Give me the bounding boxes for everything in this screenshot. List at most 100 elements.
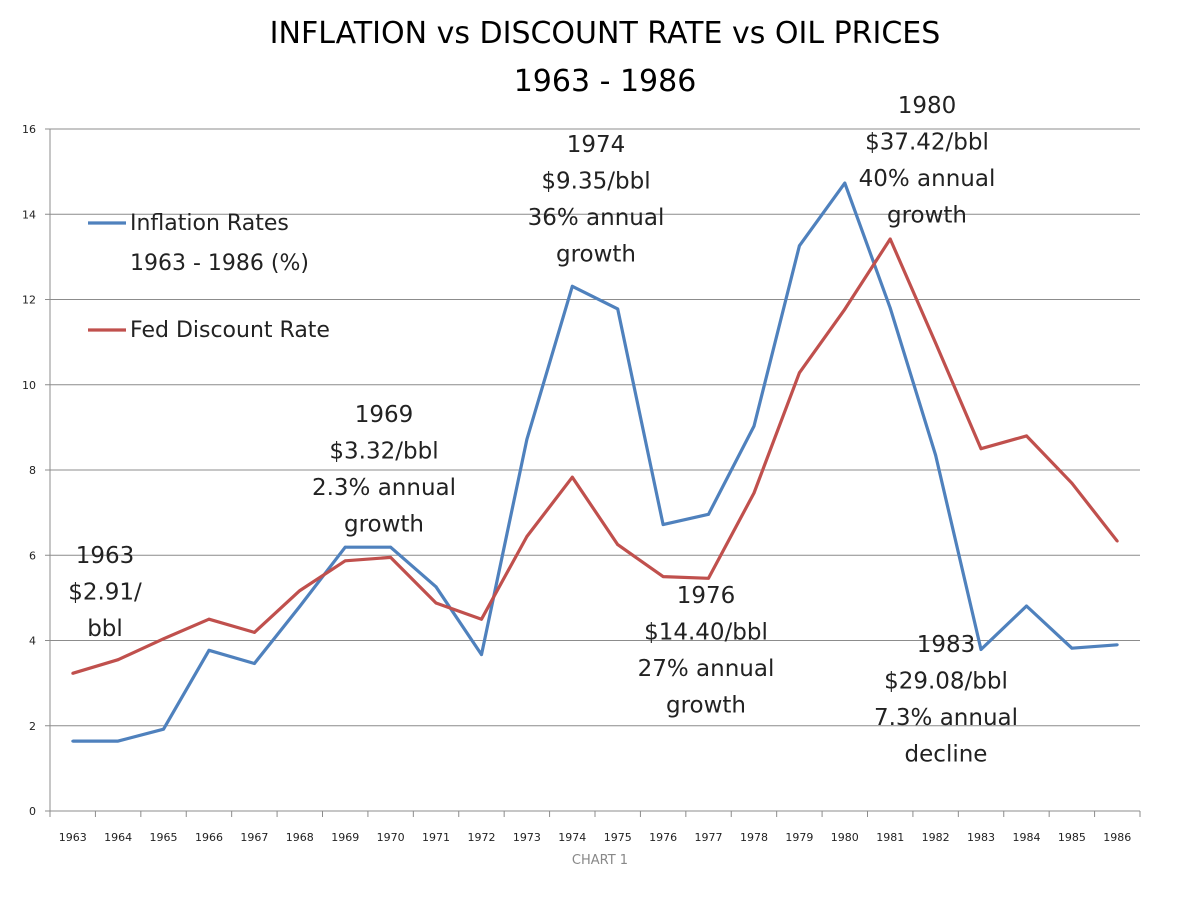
inflation-point-1981 (888, 306, 892, 310)
y-tick-label: 2 (29, 720, 36, 733)
x-tick-label: 1964 (104, 831, 132, 844)
discount-rate-point-1983 (979, 447, 983, 451)
annotation-1980-line: growth (887, 203, 967, 229)
inflation-point-1973 (525, 437, 529, 441)
x-tick-label: 1970 (377, 831, 405, 844)
inflation-point-1983 (979, 648, 983, 651)
y-axis-ticks: 0 2 4 6 8 10 12 14 16 (22, 123, 36, 818)
annotation-1976-line: growth (666, 693, 746, 719)
annotation-1974-line: growth (556, 242, 636, 268)
annotations: 1963 $2.91/bbl 1969 $3.32/bbl 2.3% annual gro… (68, 93, 1018, 768)
annotation-1974-line: 1974 (567, 132, 626, 158)
discount-rate-point-1977 (707, 576, 710, 580)
x-tick-label: 1986 (1103, 831, 1131, 844)
inflation-point-1974 (570, 284, 574, 288)
x-tick-label: 1974 (558, 831, 586, 844)
discount-rate-point-1963 (71, 671, 75, 675)
discount-rate-point-1969 (343, 559, 347, 563)
series-line-inflation (72, 181, 1118, 743)
chart-title-line-2: 1963 - 1986 (514, 64, 697, 99)
series-line-discount-rate (72, 237, 1119, 675)
annotation-1976-line: 1976 (677, 583, 736, 609)
discount-rate-point-1973 (525, 535, 529, 538)
inflation-point-1971 (434, 585, 438, 589)
annotation-1983-line: decline (905, 742, 988, 768)
legend-label: 1963 - 1986 (%) (130, 251, 309, 276)
x-tick-label: 1966 (195, 831, 223, 844)
inflation-point-1985 (1070, 646, 1074, 650)
discount-rate-point-1978 (752, 491, 756, 495)
y-tick-label: 6 (29, 549, 36, 562)
inflation-point-1963 (71, 739, 75, 743)
inflation-point-1965 (162, 727, 165, 731)
grid-lines (45, 128, 1141, 817)
inflation-point-1968 (298, 605, 302, 608)
x-tick-label: 1971 (422, 831, 450, 844)
inflation-point-1979 (797, 244, 801, 248)
discount-rate-point-1966 (207, 617, 211, 621)
annotation-1983-line: 1983 (917, 632, 976, 658)
x-tick-label: 1969 (331, 831, 359, 844)
x-tick-label: 1963 (59, 831, 87, 844)
discount-rate-point-1971 (434, 601, 438, 605)
legend: Inflation Rates 1963 - 1986 (%) Fed Discou… (88, 211, 330, 343)
y-tick-label: 4 (29, 635, 36, 648)
x-tick-label: 1965 (150, 831, 178, 844)
discount-rate-point-1981 (888, 237, 892, 241)
discount-rate-point-1982 (934, 341, 938, 345)
annotation-1963-line: $2.91/ (68, 580, 142, 606)
annotation-1976-line: $14.40/bbl (644, 620, 768, 646)
inflation-point-1982 (934, 453, 938, 457)
inflation-point-1975 (616, 307, 620, 311)
x-tick-label: 1976 (649, 831, 677, 844)
inflation-point-1976 (661, 523, 665, 526)
annotation-1980-line: 40% annual (859, 166, 996, 192)
inflation-point-1966 (207, 648, 211, 652)
x-tick-label: 1982 (922, 831, 950, 844)
x-tick-label: 1985 (1058, 831, 1086, 844)
discount-rate-point-1986 (1115, 539, 1119, 543)
y-tick-label: 10 (22, 379, 36, 392)
inflation-point-1986 (1115, 643, 1119, 647)
discount-rate-point-1965 (162, 637, 165, 641)
x-tick-label: 1983 (967, 831, 995, 844)
legend-label: Fed Discount Rate (130, 318, 330, 343)
annotation-1963-line: 1963 (76, 543, 135, 569)
y-tick-label: 8 (29, 464, 36, 477)
discount-rate-point-1984 (1025, 434, 1028, 438)
discount-rate-point-1975 (616, 543, 620, 546)
x-tick-label: 1968 (286, 831, 314, 844)
inflation-point-1980 (843, 181, 847, 185)
x-tick-label: 1973 (513, 831, 541, 844)
annotation-1983-line: $29.08/bbl (884, 669, 1008, 695)
annotation-1969-line: 2.3% annual (312, 475, 456, 501)
discount-rate-point-1970 (389, 555, 393, 559)
inflation-point-1967 (252, 662, 256, 665)
discount-rate-point-1964 (116, 658, 120, 662)
discount-rate-point-1972 (480, 617, 483, 621)
inflation-point-1978 (752, 424, 756, 428)
annotation-1969-line: $3.32/bbl (329, 439, 438, 465)
annotation-1976-line: 27% annual (638, 656, 775, 682)
y-tick-label: 0 (29, 805, 36, 818)
annotation-1974-line: $9.35/bbl (541, 169, 650, 195)
inflation-point-1977 (707, 512, 710, 516)
discount-rate-point-1976 (661, 575, 665, 578)
y-tick-label: 16 (22, 123, 36, 136)
inflation-point-1969 (343, 545, 347, 549)
x-tick-label: 1980 (831, 831, 859, 844)
series-lines (71, 181, 1119, 743)
annotation-1983-line: 7.3% annual (874, 705, 1018, 731)
inflation-point-1970 (389, 545, 393, 549)
annotation-1963-line: bbl (87, 616, 123, 642)
legend-label: Inflation Rates (130, 211, 289, 236)
x-tick-label: 1978 (740, 831, 768, 844)
discount-rate-point-1967 (252, 631, 256, 634)
inflation-point-1964 (116, 739, 120, 743)
chart-title-line-1: INFLATION vs DISCOUNT RATE vs OIL PRICES (270, 16, 941, 51)
annotation-1974-line: 36% annual (528, 205, 665, 231)
y-tick-label: 14 (22, 208, 36, 221)
x-tick-label: 1981 (876, 831, 904, 844)
annotation-1969-line: growth (344, 512, 424, 538)
